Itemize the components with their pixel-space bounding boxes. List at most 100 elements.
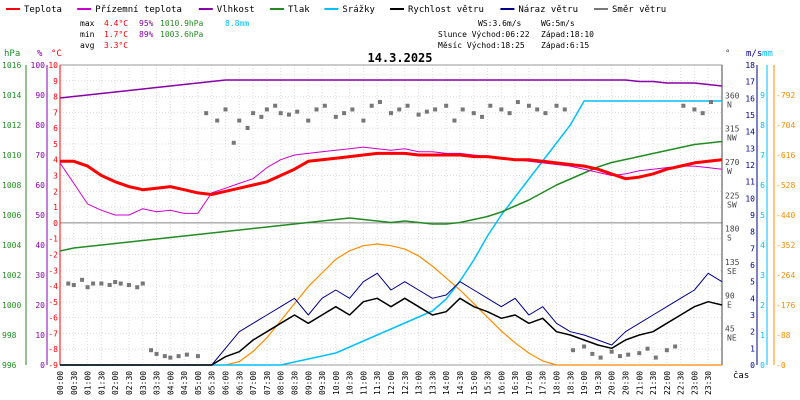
wind-direction-point <box>107 283 112 287</box>
wind-direction-point <box>626 352 631 357</box>
mm-tick-label: 0 <box>760 361 765 370</box>
wind-direction-point <box>582 344 587 349</box>
wind-direction-point <box>377 100 382 105</box>
wind-direction-point <box>543 111 548 116</box>
c-tick-label: 2 <box>53 187 58 196</box>
x-tick-label: 17:00 <box>525 371 534 395</box>
ms-tick-label: 15 <box>745 111 755 120</box>
stats-hum: 89% <box>139 30 154 39</box>
x-tick-label: 09:00 <box>304 371 313 395</box>
pct-tick-label: 10 <box>35 331 45 340</box>
ms-tick-label: 6 <box>750 261 755 270</box>
wind-direction-point <box>645 346 650 351</box>
c-tick-label: -7 <box>48 329 58 338</box>
ms-tick-label: 1 <box>750 344 755 353</box>
wind-direction-point <box>322 103 327 108</box>
legend-label: Vlhkost <box>217 5 255 15</box>
wind-direction-point <box>598 355 603 360</box>
stats-sunrise: Slunce Východ:06:22 <box>438 30 530 39</box>
x-tick-label: 18:30 <box>566 371 575 395</box>
legend-label: Rychlost větru <box>408 5 484 15</box>
wind-direction-point <box>416 112 421 117</box>
mm-tick-label: 6 <box>760 181 765 190</box>
wind-direction-point <box>195 354 200 359</box>
wind-direction-point <box>562 107 567 112</box>
wind-direction-point <box>424 109 429 114</box>
sol-tick-label: -176 <box>776 301 795 310</box>
stats-moonset: Západ:6:15 <box>541 41 589 50</box>
x-tick-label: 10:30 <box>346 371 355 395</box>
c-tick-label: -2 <box>48 250 58 259</box>
dir-tick-deg: 315 <box>725 125 740 134</box>
wind-direction-point <box>389 111 393 116</box>
wind-direction-point <box>590 351 595 356</box>
x-tick-label: 21:00 <box>635 371 644 395</box>
x-tick-label: 01:30 <box>97 371 106 395</box>
dir-tick-name: N <box>727 100 732 109</box>
x-tick-label: 22:00 <box>663 371 672 395</box>
stats-press: 1003.6hPa <box>160 30 204 39</box>
sol-tick-label: -0 <box>776 361 786 370</box>
c-tick-label: 0 <box>53 219 58 228</box>
wind-direction-point <box>176 354 181 359</box>
wind-direction-point <box>314 107 319 112</box>
x-tick-label: 20:30 <box>621 371 630 395</box>
dir-tick-deg: 135 <box>725 258 740 267</box>
ms-tick-label: 9 <box>750 211 755 220</box>
legend-label: Srážky <box>342 5 375 15</box>
wind-direction-point <box>245 125 250 130</box>
x-tick-label: 10:00 <box>332 371 341 395</box>
stats-ws: WS:3.6m/s <box>478 19 522 28</box>
c-tick-label: 3 <box>53 172 58 181</box>
wind-direction-point <box>118 281 123 286</box>
wind-direction-point <box>499 107 504 112</box>
dir-tick-name: NE <box>727 334 737 343</box>
hpa-axis-label: hPa <box>4 49 20 59</box>
wind-direction-point <box>85 285 90 290</box>
x-tick-label: 21:30 <box>649 371 658 395</box>
legend-label: Přízemní teplota <box>95 5 182 15</box>
ms-tick-label: 4 <box>750 294 755 303</box>
ms-tick-label: 8 <box>750 228 755 237</box>
mm-tick-label: 5 <box>760 211 765 220</box>
ms-tick-label: 0 <box>750 361 755 370</box>
x-tick-label: 12:30 <box>401 371 410 395</box>
sol-tick-label: -704 <box>776 121 795 130</box>
dir-tick-deg: 360 <box>725 91 740 100</box>
c-tick-label: 7 <box>53 108 58 117</box>
x-tick-label: 12:00 <box>387 371 396 395</box>
stats-temp: 3.3°C <box>104 41 128 50</box>
mm-tick-label: 7 <box>760 151 765 160</box>
x-tick-label: 15:00 <box>470 371 479 395</box>
mm-tick-label: 8 <box>760 121 765 130</box>
wind-direction-point <box>286 112 291 117</box>
x-tick-label: 05:00 <box>194 371 203 395</box>
x-tick-label: 18:00 <box>553 371 562 395</box>
mm-tick-label: 9 <box>760 91 765 100</box>
x-tick-label: 08:00 <box>277 371 286 395</box>
left-axes: hPa% °C1016101410121010100810061004100210… <box>2 49 62 370</box>
legend-label: Směr větru <box>612 5 666 15</box>
pct-tick-label: 20 <box>35 301 45 310</box>
deg-axis-label: ° <box>725 49 730 59</box>
wind-direction-point <box>673 344 678 349</box>
series-p-zemn-teplota <box>59 146 723 216</box>
x-axis: 00:00 00:30 01:00 01:30 02:00 02:30 03:00 03:30… <box>56 370 749 395</box>
stats-sunset: Západ:18:10 <box>541 30 594 39</box>
x-tick-label: 19:00 <box>580 371 589 395</box>
mm-axis-label: mm <box>762 49 773 59</box>
c-tick-label: -8 <box>48 345 58 354</box>
stats-moonrise: Měsíc Východ:18:25 <box>438 41 525 50</box>
wind-direction-point <box>204 111 209 116</box>
wind-direction-point <box>251 111 256 116</box>
wind-direction-point <box>66 281 71 286</box>
ms-tick-label: 7 <box>750 244 755 253</box>
wind-direction-point <box>361 118 366 123</box>
ms-tick-label: 5 <box>750 278 755 287</box>
wind-direction-point <box>91 281 96 286</box>
hpa-tick-label: 1008 <box>2 181 21 190</box>
dir-tick-deg: 45 <box>725 325 735 334</box>
c-tick-label: 8 <box>53 93 58 102</box>
legend-label: Teplota <box>24 5 62 15</box>
